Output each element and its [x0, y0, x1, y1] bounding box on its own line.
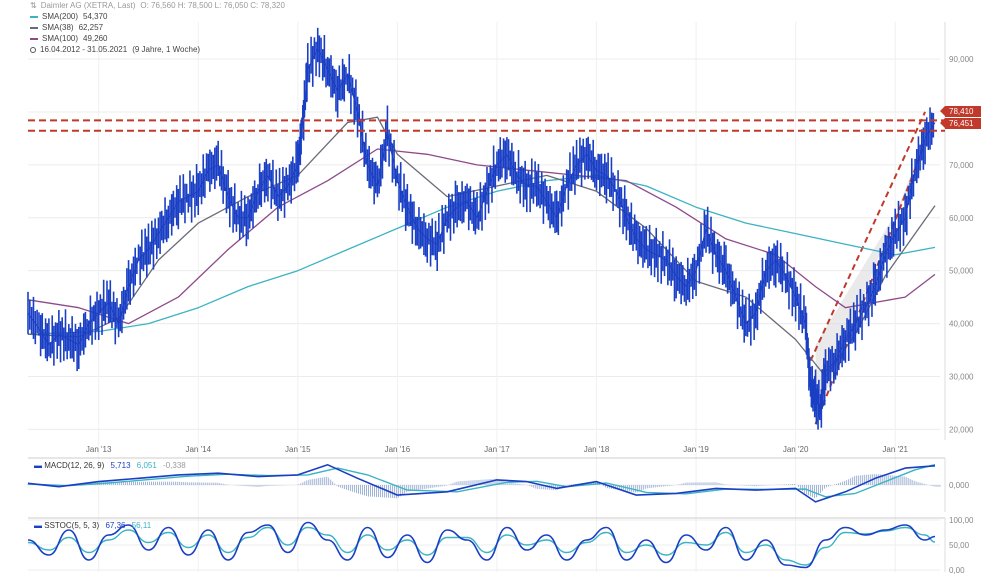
chart-legend: ⇅ Daimler AG (XETRA, Last) O: 76,560 H: …	[30, 0, 285, 55]
instrument-row: ⇅ Daimler AG (XETRA, Last) O: 76,560 H: …	[30, 0, 285, 11]
price-tick-label: 90,000	[949, 55, 974, 64]
sma38-line	[27, 116, 936, 378]
sma200-label: SMA(200)	[42, 12, 79, 21]
ohlc-values: O: 76,560 H: 78,500 L: 76,050 C: 78,320	[140, 1, 285, 10]
macd-tick-label: 0,000	[949, 481, 970, 490]
sma200-swatch	[30, 15, 38, 18]
x-tick-label: Jan '20	[783, 445, 809, 454]
sstoc-k-value: 67,36	[105, 521, 126, 530]
sstoc-legend: ▬ SSTOC(5, 5, 3) 67,36 56,11	[34, 521, 151, 530]
macd-marker: ▬	[34, 461, 42, 470]
price-tick-label: 50,000	[949, 267, 974, 276]
price-series	[27, 27, 936, 430]
sma38-value: 62,257	[78, 23, 104, 32]
price-line	[27, 48, 936, 409]
sstoc-marker: ▬	[34, 521, 42, 530]
clock-icon	[30, 46, 36, 53]
x-tick-label: Jan '13	[86, 445, 112, 454]
sma200-value: 54,370	[83, 12, 108, 21]
sstoc-tick-label: 0,00	[949, 566, 965, 575]
sma100-line	[27, 148, 936, 325]
sstoc-d-line	[27, 526, 936, 566]
x-tick-label: Jan '17	[484, 445, 510, 454]
range-dates: 16.04.2012 - 31.05.2021	[40, 45, 128, 54]
x-tick-label: Jan '21	[882, 445, 908, 454]
macd-legend: ▬ MACD(12, 26, 9) 5,713 6,051 -0,338	[34, 461, 186, 470]
sstoc-d-value: 56,11	[131, 521, 152, 530]
instrument-name: Daimler AG (XETRA, Last)	[40, 1, 136, 10]
sstoc-tick-label: 100,00	[949, 516, 974, 525]
x-tick-label: Jan '14	[185, 445, 211, 454]
sma100-label: SMA(100)	[42, 34, 79, 43]
macd-panel: 0,000	[27, 457, 970, 512]
time-x-axis: Jan '13 Jan '14 Jan '15 Jan '16 Jan '17 Jan '…	[86, 445, 909, 454]
sstoc-label: SSTOC(5, 5, 3)	[44, 521, 100, 530]
macd-label: MACD(12, 26, 9)	[44, 461, 105, 470]
trend-channel-fill	[815, 138, 926, 419]
resistance-levels	[28, 119, 945, 132]
legend-sma200[interactable]: SMA(200) 54,370	[30, 11, 285, 22]
price-tick-label: 60,000	[949, 214, 974, 223]
legend-sma38[interactable]: SMA(38) 62,257	[30, 22, 285, 33]
x-tick-label: Jan '18	[584, 445, 610, 454]
macd-signal-value: 6,051	[136, 461, 157, 470]
macd-value: 5,713	[110, 461, 131, 470]
sstoc-panel: 0,00 50,00 100,00	[27, 516, 974, 575]
sstoc-k-line	[27, 521, 936, 569]
price-y-axis: 20,00030,00040,00050,00060,00070,00080,0…	[944, 22, 974, 440]
sma38-swatch	[30, 26, 38, 29]
lower-level-badge: 76,451	[940, 118, 981, 129]
macd-histogram-value: -0,338	[163, 461, 186, 470]
x-tick-label: Jan '16	[385, 445, 411, 454]
sma200-line	[27, 174, 936, 335]
sma38-label: SMA(38)	[42, 23, 74, 32]
sma100-swatch	[30, 37, 38, 40]
sma100-value: 49,260	[83, 34, 108, 43]
price-tick-label: 30,000	[949, 373, 974, 382]
macd-line	[27, 464, 936, 503]
sstoc-tick-label: 50,00	[949, 541, 970, 550]
legend-sma100[interactable]: SMA(100) 49,260	[30, 33, 285, 44]
x-tick-label: Jan '19	[683, 445, 709, 454]
price-tick-label: 70,000	[949, 161, 974, 170]
price-tick-label: 40,000	[949, 320, 974, 329]
upper-level-badge: 78,410	[940, 106, 981, 117]
legend-range: 16.04.2012 - 31.05.2021 (9 Jahre, 1 Woch…	[30, 44, 285, 55]
price-tick-label: 20,000	[949, 425, 974, 434]
x-tick-label: Jan '15	[285, 445, 311, 454]
trend-channel-upper-line	[809, 111, 926, 362]
range-duration: (9 Jahre, 1 Woche)	[132, 45, 201, 54]
instrument-icon: ⇅	[30, 1, 37, 10]
